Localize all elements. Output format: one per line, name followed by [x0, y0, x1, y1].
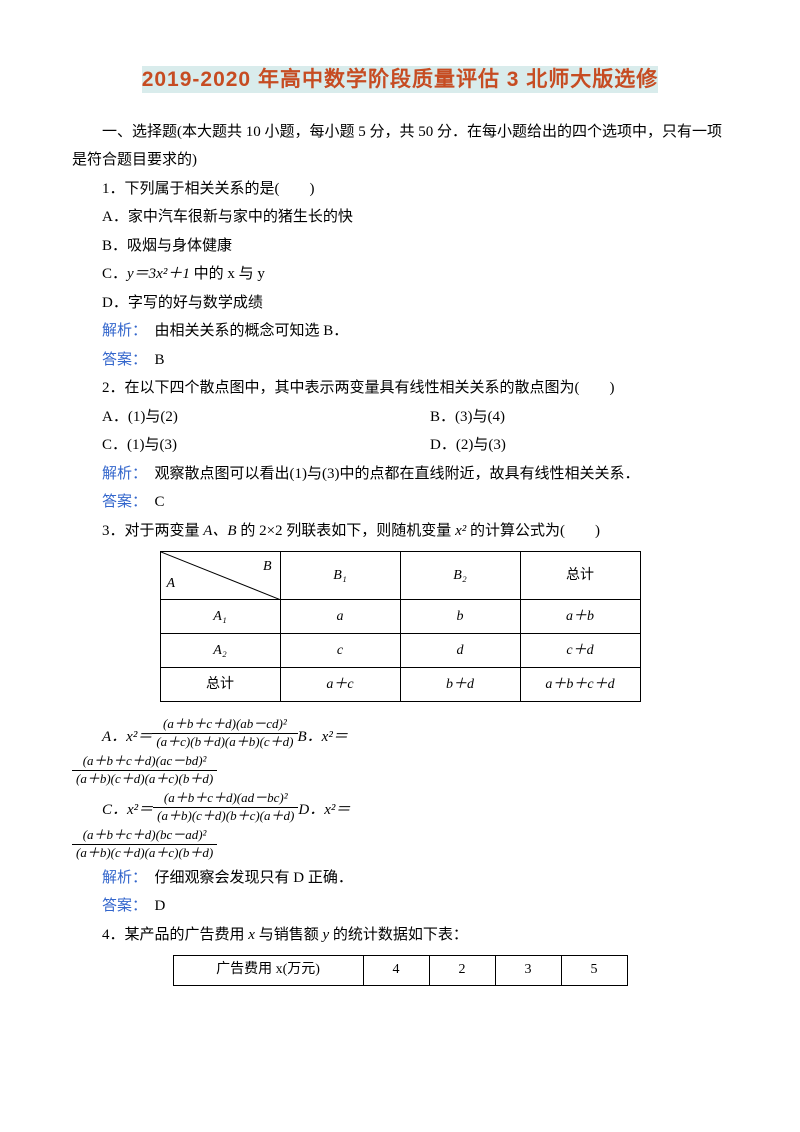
q2-opt-d: D．(2)与(3): [400, 431, 728, 460]
q2-opt-a: A．(1)与(2): [72, 403, 400, 432]
q1-jiexi: 解析： 由相关关系的概念可知选 B．: [72, 317, 728, 346]
page-title: 2019-2020 年高中数学阶段质量评估 3 北师大版选修: [72, 60, 728, 100]
q1-opt-a: A．家中汽车很新与家中的猪生长的快: [72, 203, 728, 232]
q3-jiexi: 解析： 仔细观察会发现只有 D 正确．: [72, 864, 728, 893]
den: (a＋b)(c＋d)(b＋c)(a＋d): [153, 808, 298, 825]
optD-frac: (a＋b＋c＋d)(bc－ad)² (a＋b)(c＋d)(a＋c)(b＋d): [72, 827, 217, 862]
cell: a＋b: [520, 600, 640, 634]
q2-jiexi: 解析： 观察散点图可以看出(1)与(3)中的点都在直线附近，故具有线性相关关系．: [72, 460, 728, 489]
col-b1: B₁: [280, 552, 400, 600]
cell: a＋b＋c＋d: [520, 668, 640, 702]
cell: 4: [363, 956, 429, 986]
q3-ab: A、B: [203, 523, 236, 539]
optC-frac: (a＋b＋c＋d)(ad－bc)² (a＋b)(c＋d)(b＋c)(a＋d): [153, 790, 298, 825]
q3-opt-c-d: C．x²＝ (a＋b＋c＋d)(ad－bc)² (a＋b)(c＋d)(b＋c)(…: [72, 790, 728, 825]
den: (a＋b)(c＋d)(a＋c)(b＋d): [72, 845, 217, 862]
q1c-mid: y＝3x²＋1: [127, 266, 190, 282]
num: (a＋b＋c＋d)(bc－ad)²: [72, 827, 217, 845]
optB-frac: (a＋b＋c＋d)(ac－bd)² (a＋b)(c＋d)(a＋c)(b＋d): [72, 753, 217, 788]
cell: c: [280, 634, 400, 668]
optB-lead: B．x²＝: [298, 723, 348, 752]
jiexi-label: 解析：: [102, 870, 140, 886]
ans-text: C: [140, 494, 165, 510]
cell: d: [400, 634, 520, 668]
label-a: A: [167, 571, 176, 598]
jiexi-text: 观察散点图可以看出(1)与(3)中的点都在直线附近，故具有线性相关关系．: [140, 466, 640, 482]
cell: 5: [561, 956, 627, 986]
q4-row-label: 广告费用 x(万元): [173, 956, 363, 986]
col-total: 总计: [520, 552, 640, 600]
ans-label: 答案：: [102, 494, 140, 510]
row-a2: A₂: [160, 634, 280, 668]
jiexi-label: 解析：: [102, 323, 140, 339]
jiexi-label: 解析：: [102, 466, 140, 482]
q2-opt-b: B．(3)与(4): [400, 403, 728, 432]
q3-opt-b-frac: (a＋b＋c＋d)(ac－bd)² (a＋b)(c＋d)(a＋c)(b＋d): [72, 753, 728, 788]
num: (a＋b＋c＋d)(ac－bd)²: [72, 753, 217, 771]
q3-opt-d-frac: (a＋b＋c＋d)(bc－ad)² (a＋b)(c＋d)(a＋c)(b＋d): [72, 827, 728, 862]
den: (a＋c)(b＋d)(a＋b)(c＋d): [152, 734, 297, 751]
q1-answer: 答案： B: [72, 346, 728, 375]
q1-opt-d: D．字写的好与数学成绩: [72, 289, 728, 318]
num: (a＋b＋c＋d)(ab－cd)²: [152, 716, 297, 734]
q3-p1: 的 2×2 列联表如下，则随机变量: [237, 523, 455, 539]
q2-row2: C．(1)与(3) D．(2)与(3): [72, 431, 728, 460]
cell: b＋d: [400, 668, 520, 702]
q3-pre: 3．对于两变量: [102, 523, 203, 539]
q3-table: A B B₁ B₂ 总计 A₁ a b a＋b A₂ c d c＋d 总计 a＋…: [160, 551, 641, 702]
q4-pre: 4．某产品的广告费用: [102, 927, 248, 943]
cell: 3: [495, 956, 561, 986]
den: (a＋b)(c＋d)(a＋c)(b＋d): [72, 771, 217, 788]
q1-opt-b: B．吸烟与身体健康: [72, 232, 728, 261]
optA-lead: A．x²＝: [72, 723, 152, 752]
q2-opt-c: C．(1)与(3): [72, 431, 400, 460]
title-text: 2019-2020 年高中数学阶段质量评估 3 北师大版选修: [142, 66, 659, 93]
q3-answer: 答案： D: [72, 892, 728, 921]
q1c-pre: C．: [102, 266, 127, 282]
intro-text: 一、选择题(本大题共 10 小题，每小题 5 分，共 50 分．在每小题给出的四…: [72, 118, 728, 175]
ans-label: 答案：: [102, 352, 140, 368]
optD-lead: D．x²＝: [298, 796, 350, 825]
optC-lead: C．x²＝: [72, 796, 153, 825]
ans-text: B: [140, 352, 165, 368]
q4-post: 的统计数据如下表：: [329, 927, 468, 943]
diag-cell: A B: [160, 552, 280, 600]
cell: a: [280, 600, 400, 634]
cell: a＋c: [280, 668, 400, 702]
q2-row1: A．(1)与(2) B．(3)与(4): [72, 403, 728, 432]
q3-opt-a-b: A．x²＝ (a＋b＋c＋d)(ab－cd)² (a＋c)(b＋d)(a＋b)(…: [72, 716, 728, 751]
q2-stem: 2．在以下四个散点图中，其中表示两变量具有线性相关关系的散点图为( ): [72, 374, 728, 403]
optA-frac: (a＋b＋c＋d)(ab－cd)² (a＋c)(b＋d)(a＋b)(c＋d): [152, 716, 297, 751]
q3-chi: x²: [455, 523, 466, 539]
jiexi-text: 仔细观察会发现只有 D 正确．: [140, 870, 353, 886]
q3-p2: 的计算公式为( ): [466, 523, 600, 539]
q3-stem: 3．对于两变量 A、B 的 2×2 列联表如下，则随机变量 x² 的计算公式为(…: [72, 517, 728, 546]
q4-stem: 4．某产品的广告费用 x 与销售额 y 的统计数据如下表：: [72, 921, 728, 950]
col-b2: B₂: [400, 552, 520, 600]
cell: c＋d: [520, 634, 640, 668]
q2-answer: 答案： C: [72, 488, 728, 517]
ans-label: 答案：: [102, 898, 140, 914]
q4-table: 广告费用 x(万元) 4 2 3 5: [173, 955, 628, 986]
q1-opt-c: C．y＝3x²＋1 中的 x 与 y: [72, 260, 728, 289]
cell: 2: [429, 956, 495, 986]
q1c-post: 中的 x 与 y: [190, 266, 265, 282]
row-total: 总计: [160, 668, 280, 702]
label-b: B: [263, 554, 272, 581]
q1-stem: 1．下列属于相关关系的是( ): [72, 175, 728, 204]
cell: b: [400, 600, 520, 634]
ans-text: D: [140, 898, 166, 914]
num: (a＋b＋c＋d)(ad－bc)²: [153, 790, 298, 808]
q4-mid: 与销售额: [255, 927, 323, 943]
row-a1: A₁: [160, 600, 280, 634]
q4-x: x: [248, 927, 255, 943]
jiexi-text: 由相关关系的概念可知选 B．: [140, 323, 349, 339]
